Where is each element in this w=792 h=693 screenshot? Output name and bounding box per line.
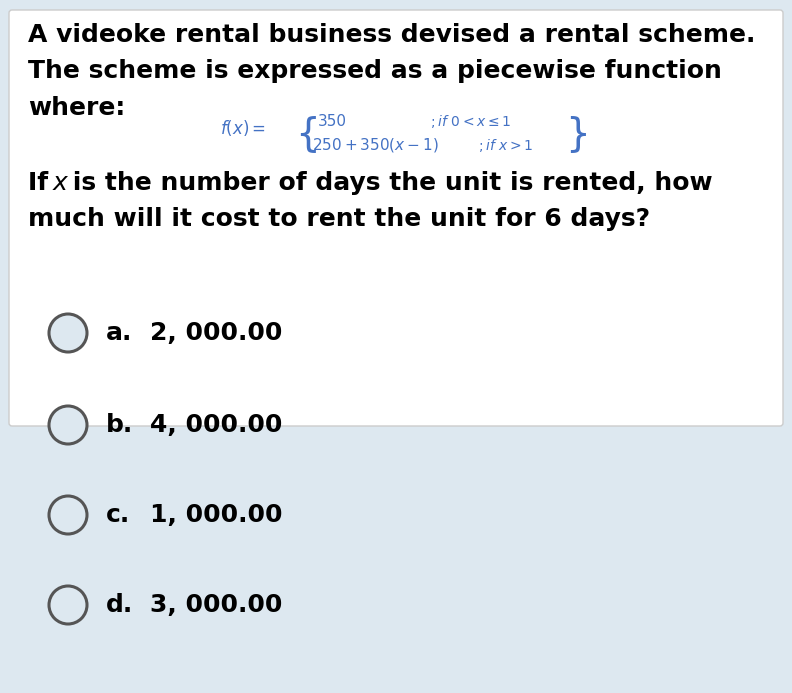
Text: If: If [28, 171, 57, 195]
Circle shape [49, 314, 87, 352]
Text: $\}$: $\}$ [565, 114, 587, 155]
Text: $;if\ 0 < x \leq 1$: $;if\ 0 < x \leq 1$ [430, 112, 512, 130]
Text: 4, 000.00: 4, 000.00 [150, 413, 283, 437]
FancyBboxPatch shape [9, 10, 783, 426]
Text: The scheme is expressed as a piecewise function: The scheme is expressed as a piecewise f… [28, 59, 722, 83]
Text: 350: 350 [318, 114, 347, 128]
Text: $\{$: $\{$ [295, 114, 317, 155]
Circle shape [49, 586, 87, 624]
Text: $250 + 350(x-1)$: $250 + 350(x-1)$ [312, 136, 439, 154]
Text: a.: a. [106, 321, 132, 345]
Text: $x$: $x$ [52, 171, 70, 195]
Text: 3, 000.00: 3, 000.00 [150, 593, 283, 617]
Text: d.: d. [106, 593, 133, 617]
Circle shape [49, 496, 87, 534]
Text: A videoke rental business devised a rental scheme.: A videoke rental business devised a rent… [28, 23, 756, 47]
Text: is the number of days the unit is rented, how: is the number of days the unit is rented… [64, 171, 713, 195]
Text: 2, 000.00: 2, 000.00 [150, 321, 283, 345]
Text: where:: where: [28, 96, 125, 120]
Text: 1, 000.00: 1, 000.00 [150, 503, 283, 527]
Text: $f(x) =$: $f(x) =$ [220, 118, 266, 138]
Text: $;if\ x > 1$: $;if\ x > 1$ [478, 137, 534, 154]
Text: b.: b. [106, 413, 133, 437]
Text: much will it cost to rent the unit for 6 days?: much will it cost to rent the unit for 6… [28, 207, 650, 231]
Circle shape [49, 406, 87, 444]
Text: c.: c. [106, 503, 130, 527]
